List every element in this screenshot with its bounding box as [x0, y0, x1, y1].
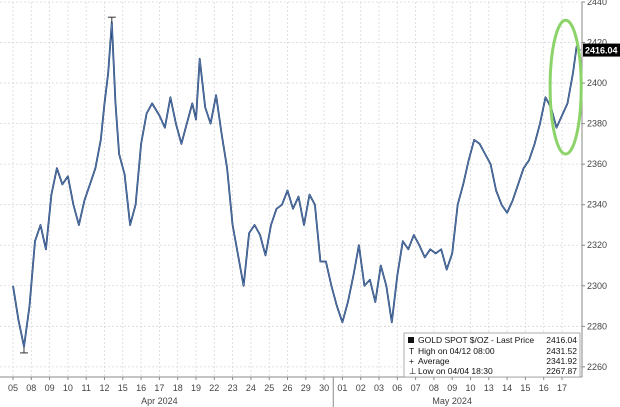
x-tick-labels: 05 08 09 10 11 12 15 16 17 18 19 22 23 24 25 26 29 30 01 02… [8, 377, 567, 393]
legend-row-marker-0: T [409, 346, 414, 356]
y-tick-label-5: 2360 [587, 159, 607, 169]
series-highlight-0 [12, 22, 581, 347]
x-tick-label-3: 10 [63, 383, 73, 393]
legend-background [403, 332, 581, 378]
x-tick-label-4: 11 [82, 383, 91, 393]
x-tick-label-6: 15 [118, 383, 128, 393]
price-series [12, 21, 581, 348]
x-tick-label-15: 26 [282, 383, 292, 393]
y-tick-label-0: 2260 [587, 362, 607, 372]
x-tick-label-14: 25 [264, 383, 274, 393]
gridlines [0, 1, 582, 377]
x-tick-label-22: 07 [411, 383, 421, 393]
recent-highlight-ellipse [548, 18, 583, 156]
legend-row-marker-1: + [409, 356, 414, 366]
x-tick-label-18: 01 [337, 383, 347, 393]
legend-row-value-0: 2431.52 [546, 346, 577, 356]
legend-row-label-0: High on 04/12 08:00 [418, 346, 495, 356]
last-price-tag-background [583, 43, 620, 57]
y-tick-labels: 2260 2280 2300 2320 2340 2360 2380 2400 2420 2440 [582, 0, 607, 372]
legend-row-value-1: 2341.92 [546, 356, 577, 366]
legend-title: GOLD SPOT $/OZ - Last Price [418, 335, 534, 345]
last-price-tag: 2416.04 [583, 43, 620, 57]
legend-box: GOLD SPOT $/OZ - Last Price 2416.04 T Hig… [403, 332, 581, 378]
x-tick-label-21: 06 [392, 383, 402, 393]
y-tick-label-9: 2440 [587, 0, 607, 7]
x-tick-label-11: 22 [209, 383, 219, 393]
x-tick-label-16: 29 [301, 383, 311, 393]
x-tick-label-12: 23 [228, 383, 238, 393]
x-tick-label-10: 19 [191, 383, 201, 393]
x-tick-label-1: 08 [26, 383, 36, 393]
last-price-tag-value: 2416.04 [585, 46, 618, 56]
month-label-0: Apr 2024 [141, 396, 178, 406]
legend-row-marker-2: ⊥ [409, 366, 416, 376]
legend-row-value-2: 2267.87 [546, 366, 577, 376]
x-tick-label-7: 16 [136, 383, 146, 393]
y-tick-label-6: 2380 [587, 119, 607, 129]
x-tick-label-20: 03 [374, 383, 384, 393]
y-tick-label-7: 2400 [587, 78, 607, 88]
x-tick-label-17: 30 [319, 383, 329, 393]
x-tick-label-2: 09 [45, 383, 55, 393]
month-labels: Apr 2024 May 2024 [141, 377, 472, 407]
legend-row-label-2: Low on 04/04 18:30 [418, 366, 493, 376]
x-tick-label-23: 08 [429, 383, 439, 393]
x-tick-label-19: 02 [356, 383, 366, 393]
x-tick-label-8: 17 [154, 383, 164, 393]
x-tick-label-25: 10 [465, 383, 475, 393]
x-tick-label-29: 16 [539, 383, 549, 393]
x-tick-label-24: 09 [447, 383, 457, 393]
y-tick-label-4: 2340 [587, 200, 607, 210]
y-tick-label-2: 2300 [587, 281, 607, 291]
x-tick-label-28: 15 [520, 383, 530, 393]
x-tick-label-13: 24 [246, 383, 256, 393]
x-tick-label-30: 17 [557, 383, 567, 393]
x-tick-label-27: 14 [502, 383, 512, 393]
legend-rows: T High on 04/12 08:00 2431.52 + Average 2341.… [409, 346, 577, 376]
x-tick-label-5: 12 [99, 383, 109, 393]
y-tick-label-3: 2320 [587, 240, 607, 250]
x-tick-label-0: 05 [8, 383, 18, 393]
legend-row-label-1: Average [418, 356, 450, 366]
x-tick-label-26: 13 [484, 383, 494, 393]
legend-title-value: 2416.04 [546, 335, 577, 345]
x-tick-label-9: 18 [173, 383, 183, 393]
y-tick-label-8: 2420 [587, 38, 607, 48]
legend-series-swatch [408, 337, 414, 343]
y-tick-label-1: 2280 [587, 321, 607, 331]
high-low-markers [19, 16, 116, 354]
month-label-1: May 2024 [432, 396, 472, 406]
